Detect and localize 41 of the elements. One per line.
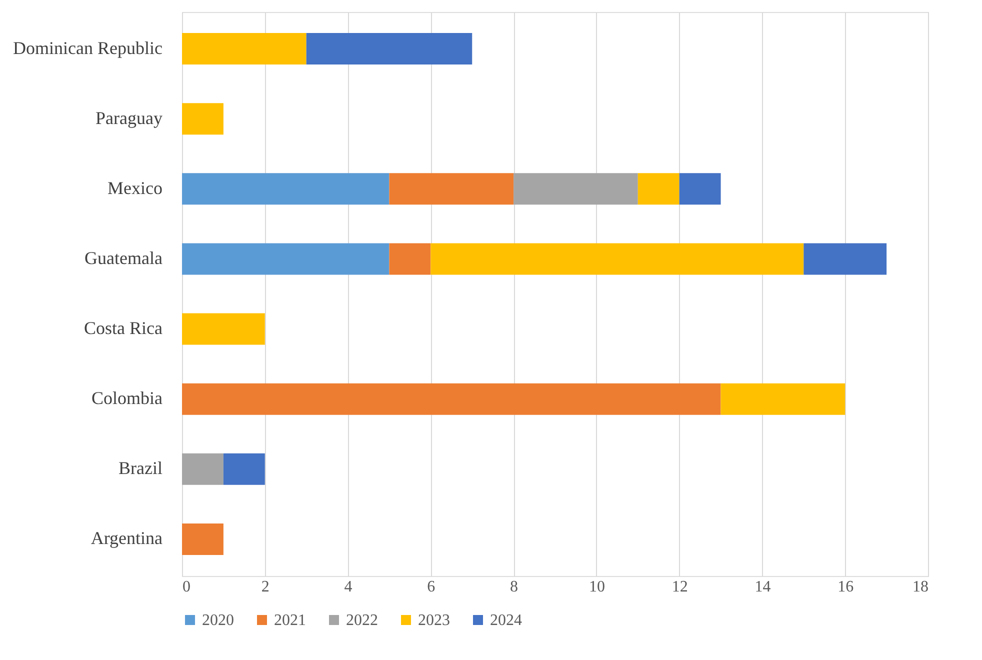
legend-label: 2020 [202, 612, 234, 629]
x-tick-label: 0 [182, 578, 190, 596]
bar [389, 173, 514, 205]
y-tick-label: Mexico [108, 178, 162, 198]
bar [430, 243, 804, 275]
x-tick-label: 4 [344, 578, 352, 596]
bar [514, 173, 638, 205]
bar [182, 103, 224, 135]
bar [182, 383, 721, 415]
y-tick-label: Guatemala [84, 248, 162, 268]
bar [679, 173, 721, 205]
bar [720, 383, 846, 415]
legend-label: 2024 [490, 612, 522, 629]
x-tick-label: 2 [261, 578, 270, 596]
y-tick-label: Brazil [118, 458, 162, 478]
x-tick-label: 12 [672, 578, 688, 596]
y-tick-label: Argentina [90, 528, 163, 548]
legend-label: 2022 [346, 612, 378, 629]
legend-label: 2021 [274, 612, 306, 629]
y-tick-label: Dominican Republic [13, 38, 163, 58]
y-tick-label: Costa Rica [84, 318, 162, 338]
bar [306, 33, 472, 65]
y-tick-label: Paraguay [96, 108, 162, 128]
x-tick-label: 16 [838, 578, 854, 596]
bar [182, 173, 390, 205]
bar [182, 453, 224, 485]
x-tick-label: 8 [510, 578, 518, 596]
x-tick-label: 18 [912, 578, 928, 596]
x-tick-label: 6 [427, 578, 436, 596]
x-tick-label: 14 [754, 578, 771, 596]
bar [182, 33, 306, 65]
bar [182, 313, 265, 345]
bar [182, 243, 390, 275]
bar [182, 523, 224, 555]
legend-label: 2023 [418, 612, 450, 629]
y-tick-label: Colombia [92, 388, 163, 408]
bar [389, 243, 431, 275]
bar [804, 243, 887, 275]
bar [223, 453, 265, 485]
bar [638, 173, 680, 205]
x-tick-label: 10 [588, 578, 605, 596]
